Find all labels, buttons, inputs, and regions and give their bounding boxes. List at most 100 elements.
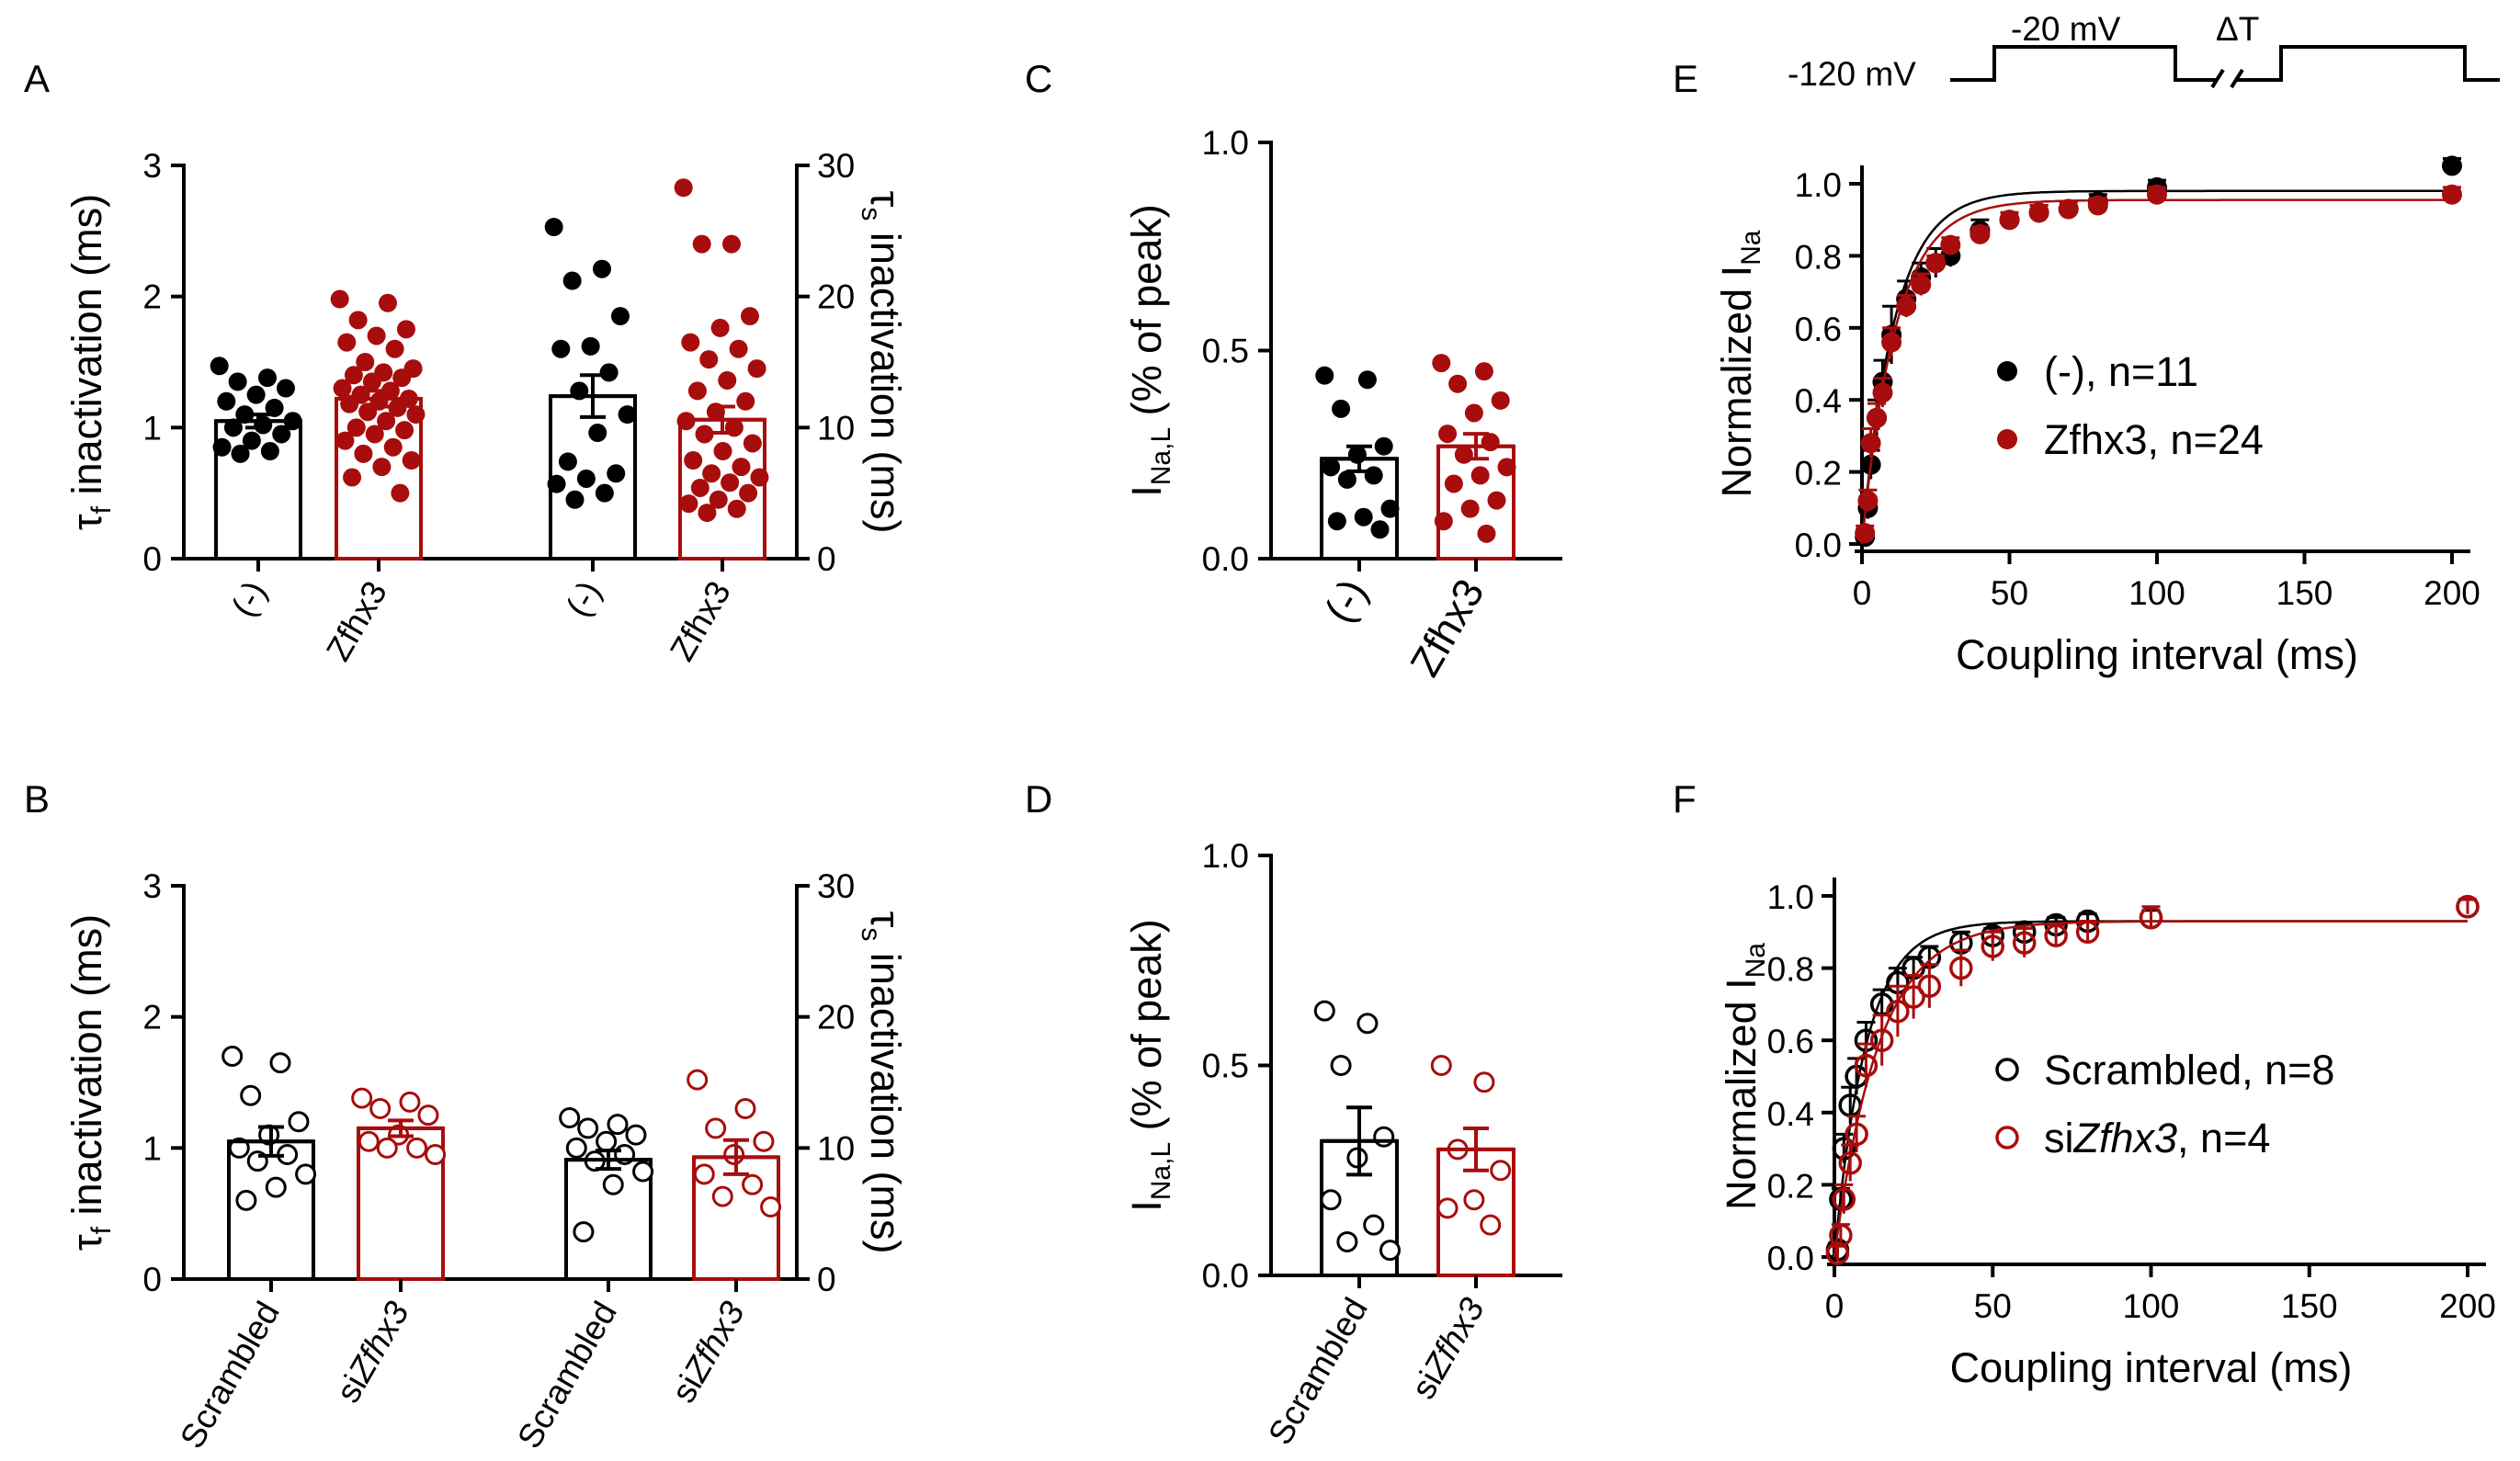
protocol-break-mark [2210, 68, 2225, 89]
data-point [596, 1130, 618, 1152]
data-point [687, 381, 707, 401]
data-point [335, 431, 355, 450]
data-point [1327, 512, 1346, 531]
data-point [1981, 934, 2004, 958]
data-point [1444, 474, 1463, 493]
x-tick-label: (-) [224, 575, 274, 624]
data-point [734, 1098, 756, 1120]
data-point [2075, 920, 2100, 945]
y-tick-label-right: 0 [817, 1261, 836, 1298]
y-tick-label-left: 2 [142, 999, 162, 1036]
data-point [377, 412, 396, 431]
legend-label: Scrambled, n=8 [2044, 1047, 2334, 1093]
x-axis-label: Coupling interval (ms) [1950, 1344, 2353, 1391]
data-point [1448, 374, 1468, 393]
data-point [699, 350, 719, 369]
x-tick-label: siZfhx3 [329, 1295, 416, 1409]
data-point [1470, 466, 1490, 485]
legend-marker [1995, 1126, 2019, 1150]
x-tick-label: siZfhx3 [664, 1295, 752, 1409]
data-point [1438, 425, 1458, 444]
data-point [2028, 202, 2049, 223]
data-point [1855, 523, 1876, 544]
data-point [1364, 466, 1383, 485]
y-tick-label-left: 3 [142, 147, 162, 185]
data-point [1434, 512, 1453, 531]
data-point [1854, 1053, 1879, 1078]
data-point [376, 1137, 398, 1159]
data-point [288, 1111, 310, 1133]
data-point [1464, 403, 1483, 423]
data-point [747, 359, 766, 379]
panel-label-a: A [24, 57, 50, 100]
y-axis-label: Normalized INa [1713, 230, 1766, 497]
x-tick-label: Scrambled [1261, 1292, 1375, 1452]
panel-e-chart: 0.0 0.2 0.4 0.6 0.8 1.0 0 50 100 150 200 Coupling i… [1713, 10, 2500, 678]
data-point [1332, 399, 1351, 418]
y-tick-label: 0.2 [1767, 1167, 1814, 1205]
x-tick-label: Scrambled [510, 1296, 624, 1455]
data-point [396, 320, 415, 339]
data-point [2147, 184, 2167, 205]
data-point [1491, 391, 1510, 410]
y-tick-label-right: 30 [817, 867, 855, 905]
data-point [711, 1185, 733, 1207]
data-point [684, 451, 703, 470]
y-tick-label-right: 10 [817, 1129, 855, 1167]
data-point [246, 385, 266, 404]
protocol-trace-1 [1950, 45, 2217, 82]
data-point [406, 405, 426, 425]
data-point [362, 372, 381, 391]
y-tick-label: 0.0 [1767, 1240, 1814, 1277]
data-point [372, 458, 392, 477]
data-point [709, 490, 728, 509]
data-point [1860, 433, 1881, 454]
data-point [705, 1117, 727, 1139]
data-point [212, 437, 232, 457]
y-tick-label-left: 1 [142, 1129, 162, 1167]
data-point [272, 425, 291, 444]
data-point [1347, 445, 1367, 464]
data-point [1867, 407, 1888, 428]
data-point [729, 339, 748, 358]
data-point [695, 425, 714, 444]
protocol-break-mark [2230, 68, 2244, 89]
data-point [1881, 332, 1902, 353]
data-point [692, 234, 711, 254]
y-tick-label-left: 0 [142, 1261, 162, 1298]
y-tick-label-right: 20 [817, 999, 855, 1036]
data-point [385, 339, 404, 358]
data-point [632, 1161, 654, 1183]
data-point [559, 1107, 581, 1129]
data-point [573, 1221, 595, 1243]
data-point [1322, 458, 1341, 477]
y-axis-label-right: τs inactivation (ms) [856, 912, 909, 1254]
data-point [1460, 499, 1480, 518]
data-point [210, 357, 229, 376]
data-point [760, 1196, 782, 1218]
x-tick-label: 0 [1825, 1287, 1845, 1325]
data-point [395, 421, 414, 440]
data-point [223, 418, 243, 437]
data-point [1320, 1189, 1342, 1211]
y-axis-label-left: τf inactivation (ms) [63, 194, 117, 530]
x-tick-label: Scrambled [173, 1296, 287, 1455]
y-tick-label: 0.6 [1795, 311, 1842, 348]
y-tick-label-left: 0 [142, 540, 162, 578]
data-point [1940, 234, 1961, 255]
y-tick-label-left: 3 [142, 867, 162, 905]
data-point [690, 478, 709, 497]
data-point [348, 311, 368, 330]
data-point [710, 318, 730, 337]
data-point [1901, 985, 1925, 1009]
data-point [257, 368, 277, 388]
data-point [333, 379, 352, 398]
protocol-delta-label: ΔT [2216, 10, 2259, 48]
data-point [351, 1087, 373, 1109]
x-tick-label: 150 [2281, 1287, 2338, 1325]
data-point [1490, 1160, 1512, 1182]
x-tick-label: 100 [2128, 574, 2185, 612]
y-tick-label-right: 0 [817, 540, 836, 578]
data-point [260, 442, 279, 461]
